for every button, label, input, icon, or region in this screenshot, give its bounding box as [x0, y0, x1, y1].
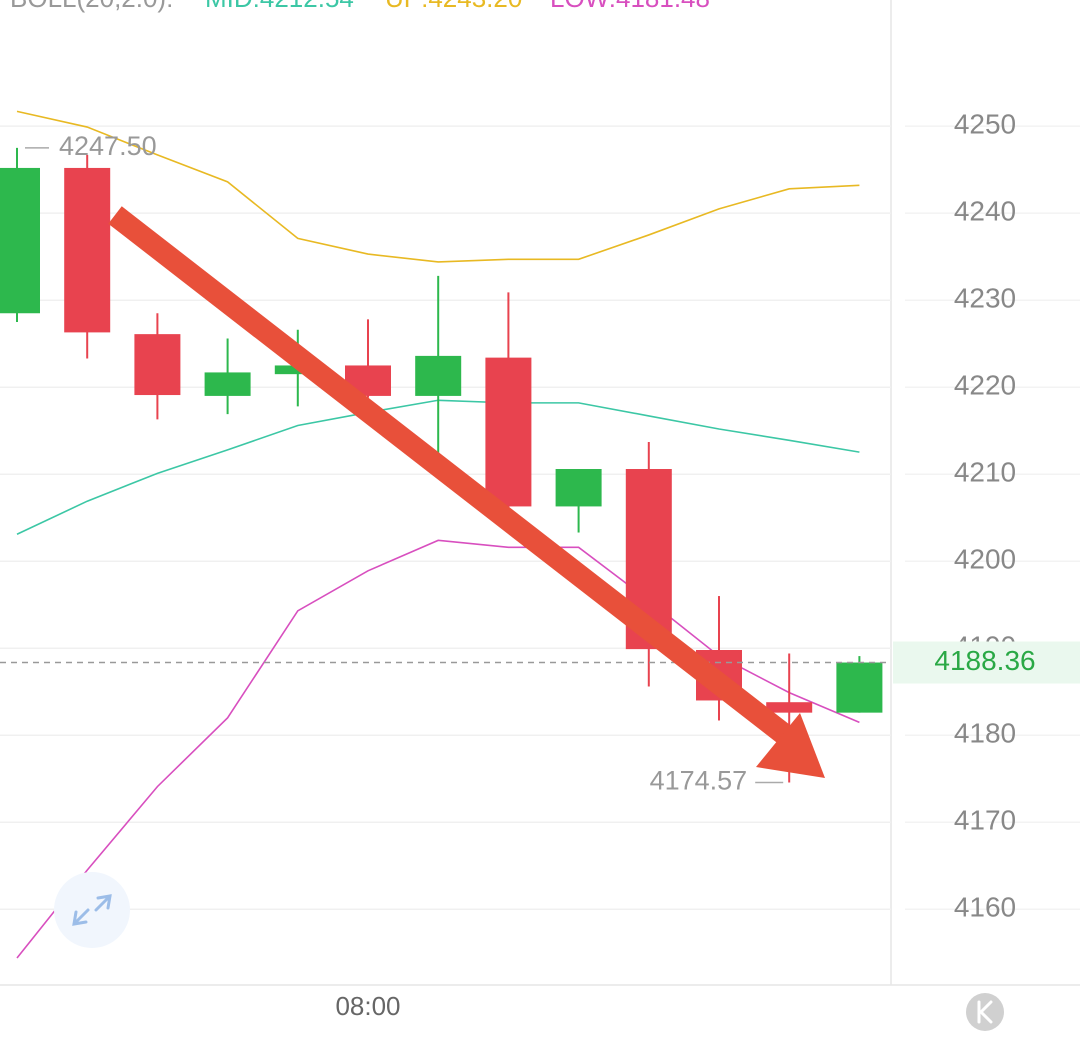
expand-bg: [54, 872, 130, 948]
legend-entry: LOW:4181.48: [550, 0, 710, 13]
candle-body: [555, 469, 602, 507]
low-label: 4174.57: [650, 766, 748, 796]
candle-body: [204, 372, 251, 396]
last-price-label: 4188.36: [934, 645, 1035, 676]
candle-body: [415, 355, 462, 396]
candle-body: [485, 357, 532, 507]
k-button[interactable]: [966, 993, 1004, 1031]
expand-button[interactable]: [54, 872, 130, 948]
candle-body: [0, 167, 40, 314]
x-tick-label: 08:00: [335, 991, 400, 1021]
y-tick-label: 4230: [954, 283, 1016, 314]
y-tick-label: 4170: [954, 805, 1016, 836]
y-tick-label: 4250: [954, 109, 1016, 140]
high-label: 4247.50: [59, 131, 157, 161]
k-icon: [977, 1000, 993, 1024]
legend-entry: MID:4212.54: [205, 0, 354, 13]
candle-body: [766, 702, 813, 713]
expand-icon: [72, 894, 112, 926]
y-tick-label: 4200: [954, 544, 1016, 575]
y-tick-label: 4210: [954, 457, 1016, 488]
y-tick-label: 4240: [954, 196, 1016, 227]
candle-body: [64, 167, 111, 333]
trend-arrow-shaft: [108, 206, 792, 744]
legend-entry: UP:4243.20: [385, 0, 522, 13]
candle-body: [134, 334, 181, 396]
indicator-name: BOLL(20,2.0):: [10, 0, 173, 13]
y-tick-label: 4220: [954, 370, 1016, 401]
candle-body: [836, 662, 883, 713]
last-price-box: [893, 641, 1080, 684]
indicator-line: [16, 110, 860, 263]
y-tick-label: 4180: [954, 718, 1016, 749]
k-bg: [966, 993, 1004, 1031]
trend-arrow-head: [756, 713, 825, 778]
y-tick-label: 4160: [954, 892, 1016, 923]
